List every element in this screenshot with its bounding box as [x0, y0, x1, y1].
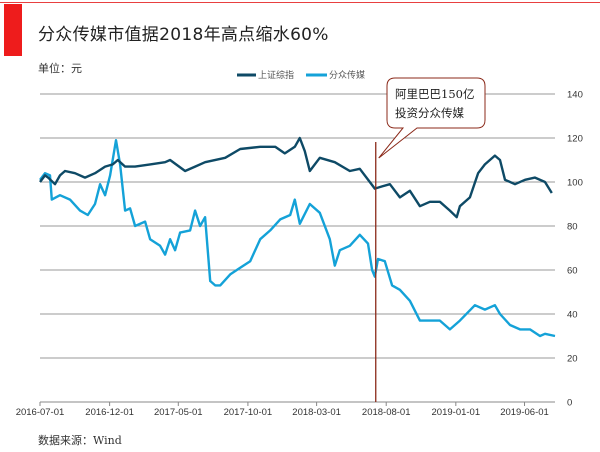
top-rule: [0, 2, 600, 3]
title-accent-bar: [4, 4, 22, 56]
source-note: 数据来源：Wind: [38, 434, 122, 447]
legend-label-focus-media: 分众传媒: [329, 69, 365, 81]
annotation-line-1: 阿里巴巴150亿: [395, 87, 474, 101]
callout-bubble: [378, 77, 486, 159]
y-tick-label: 80: [567, 222, 578, 233]
annotation-line-2: 投资分众传媒: [395, 106, 464, 120]
series-line-focus-media: [39, 139, 556, 338]
series-line-sse: [39, 136, 553, 219]
legend: 上证综指 分众传媒: [237, 69, 365, 81]
x-tick-label: 2018-03-01: [292, 407, 341, 418]
x-tick-label: 2017-10-01: [224, 407, 273, 418]
x-tick-label: 2016-12-01: [85, 407, 134, 418]
x-tick-label: 2019-06-01: [500, 407, 549, 418]
x-tick-label: 2018-08-01: [362, 407, 411, 418]
y-tick-label: 20: [567, 354, 578, 365]
x-tick-label: 2017-05-01: [154, 407, 203, 418]
unit-label: 单位：元: [38, 62, 82, 75]
y-tick-label: 120: [567, 134, 583, 145]
y-tick-label: 0: [567, 398, 572, 409]
page-title: 分众传媒市值据2018年高点缩水60%: [38, 25, 329, 45]
x-tick-label: 2016-07-01: [16, 407, 65, 418]
annotation-callout: 阿里巴巴150亿 投资分众传媒: [378, 77, 486, 159]
y-tick-label: 40: [567, 310, 578, 321]
x-tick-label: 2019-01-01: [432, 407, 481, 418]
y-tick-label: 60: [567, 266, 578, 277]
y-tick-label: 100: [567, 178, 583, 189]
legend-label-sse: 上证综指: [258, 69, 294, 81]
y-tick-label: 140: [567, 90, 583, 101]
